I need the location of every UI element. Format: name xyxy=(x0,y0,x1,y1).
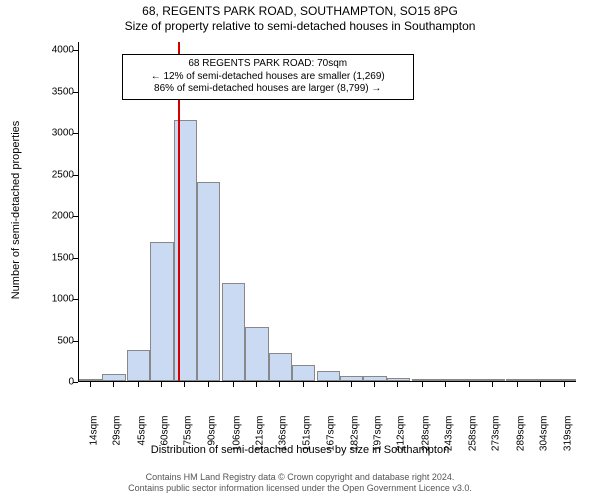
x-tick-label: 212sqm xyxy=(396,416,407,464)
plot-area: 68 REGENTS PARK ROAD: 70sqm← 12% of semi… xyxy=(78,42,576,382)
histogram-bar xyxy=(102,374,125,381)
annotation-box: 68 REGENTS PARK ROAD: 70sqm← 12% of semi… xyxy=(122,54,414,100)
x-tick-mark xyxy=(469,382,470,387)
histogram-bar xyxy=(245,327,268,381)
x-tick-label: 60sqm xyxy=(160,416,171,464)
x-tick-mark xyxy=(256,382,257,387)
histogram-bar xyxy=(269,353,292,381)
histogram-bar xyxy=(435,379,458,381)
x-tick-mark xyxy=(233,382,234,387)
x-tick-label: 258sqm xyxy=(467,416,478,464)
y-axis-title: Number of semi-detached properties xyxy=(10,110,22,310)
x-tick-mark xyxy=(445,382,446,387)
x-tick-label: 45sqm xyxy=(136,416,147,464)
x-tick-mark xyxy=(303,382,304,387)
histogram-bar xyxy=(340,376,363,381)
footer: Contains HM Land Registry data © Crown c… xyxy=(0,472,600,495)
annotation-line2: ← 12% of semi-detached houses are smalle… xyxy=(129,71,407,84)
histogram-bar xyxy=(553,379,576,381)
histogram-bar xyxy=(317,371,340,381)
x-tick-label: 273sqm xyxy=(491,416,502,464)
x-tick-label: 197sqm xyxy=(373,416,384,464)
x-tick-mark xyxy=(492,382,493,387)
title-line2: Size of property relative to semi-detach… xyxy=(0,19,600,34)
x-tick-label: 304sqm xyxy=(539,416,550,464)
x-ticks: 14sqm29sqm45sqm60sqm75sqm90sqm106sqm121s… xyxy=(78,382,576,442)
x-tick-label: 228sqm xyxy=(421,416,432,464)
x-tick-mark xyxy=(90,382,91,387)
x-tick-label: 106sqm xyxy=(231,416,242,464)
x-tick-label: 167sqm xyxy=(326,416,337,464)
annotation-line3: 86% of semi-detached houses are larger (… xyxy=(129,83,407,96)
title-block: 68, REGENTS PARK ROAD, SOUTHAMPTON, SO15… xyxy=(0,4,600,34)
x-tick-mark xyxy=(279,382,280,387)
histogram-bar xyxy=(79,379,102,381)
footer-line1: Contains HM Land Registry data © Crown c… xyxy=(0,472,600,483)
histogram-bar xyxy=(530,379,553,381)
x-tick-mark xyxy=(564,382,565,387)
footer-line2: Contains public sector information licen… xyxy=(0,483,600,494)
histogram-bar xyxy=(481,379,504,381)
x-tick-mark xyxy=(540,382,541,387)
histogram-bar xyxy=(222,283,245,381)
histogram-bar xyxy=(197,182,220,381)
x-tick-label: 289sqm xyxy=(515,416,526,464)
x-tick-label: 243sqm xyxy=(444,416,455,464)
y-tick-label: 500 xyxy=(4,335,74,346)
x-axis-title: Distribution of semi-detached houses by … xyxy=(0,444,600,456)
x-tick-mark xyxy=(374,382,375,387)
x-tick-label: 319sqm xyxy=(562,416,573,464)
x-tick-label: 182sqm xyxy=(349,416,360,464)
annotation-line1: 68 REGENTS PARK ROAD: 70sqm xyxy=(129,58,407,71)
histogram-bar xyxy=(292,365,315,381)
x-tick-label: 151sqm xyxy=(301,416,312,464)
x-tick-label: 14sqm xyxy=(88,416,99,464)
histogram-bar xyxy=(127,350,150,381)
x-tick-mark xyxy=(138,382,139,387)
x-tick-mark xyxy=(422,382,423,387)
x-tick-mark xyxy=(113,382,114,387)
x-tick-mark xyxy=(208,382,209,387)
x-tick-label: 136sqm xyxy=(278,416,289,464)
x-tick-mark xyxy=(397,382,398,387)
y-tick-label: 4000 xyxy=(4,45,74,56)
x-tick-mark xyxy=(351,382,352,387)
histogram-bar xyxy=(458,379,481,381)
x-tick-mark xyxy=(517,382,518,387)
chart-container: 68, REGENTS PARK ROAD, SOUTHAMPTON, SO15… xyxy=(0,0,600,500)
y-tick-label: 3500 xyxy=(4,86,74,97)
x-tick-label: 29sqm xyxy=(111,416,122,464)
histogram-bar xyxy=(506,379,529,381)
histogram-bar xyxy=(387,378,410,381)
x-tick-mark xyxy=(184,382,185,387)
title-line1: 68, REGENTS PARK ROAD, SOUTHAMPTON, SO15… xyxy=(0,4,600,19)
x-tick-mark xyxy=(161,382,162,387)
y-tick-label: 0 xyxy=(4,377,74,388)
histogram-bar xyxy=(150,242,173,381)
x-tick-label: 121sqm xyxy=(254,416,265,464)
histogram-bar xyxy=(412,379,435,381)
x-tick-label: 75sqm xyxy=(183,416,194,464)
histogram-bar xyxy=(363,376,386,381)
x-tick-label: 90sqm xyxy=(206,416,217,464)
x-tick-mark xyxy=(327,382,328,387)
